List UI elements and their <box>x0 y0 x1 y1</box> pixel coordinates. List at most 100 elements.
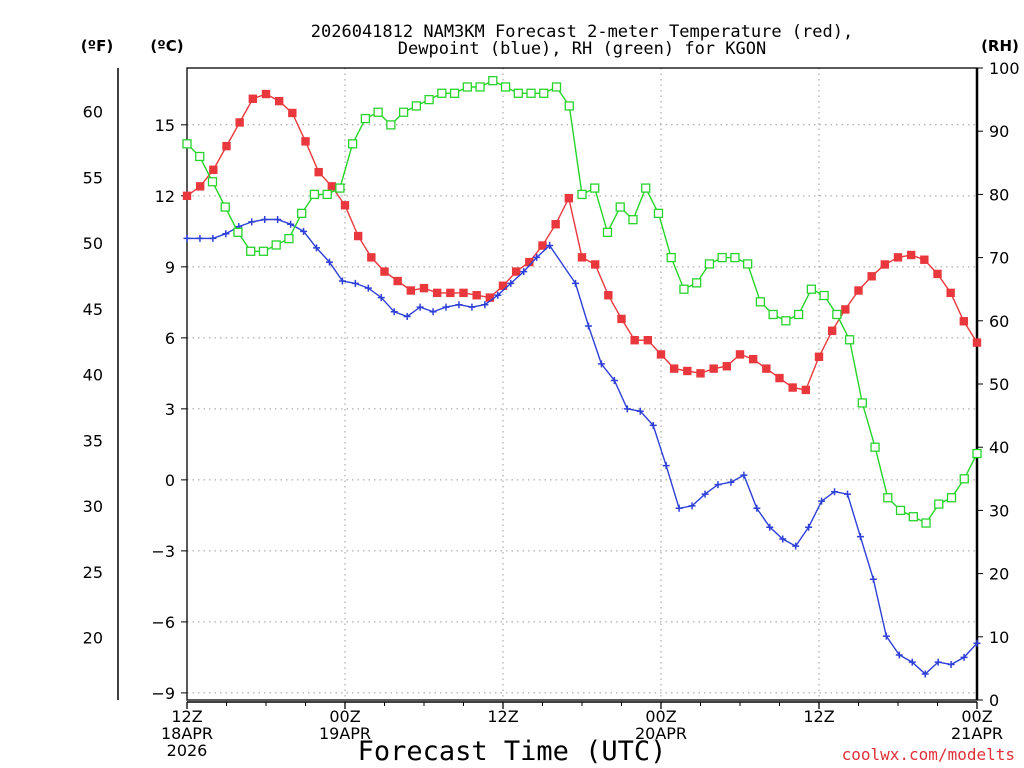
dewpoint-point <box>416 303 424 311</box>
2-meter-temperature-point <box>446 288 455 298</box>
rh-point <box>679 284 689 294</box>
2-meter-temperature-point <box>577 253 587 262</box>
2-meter-temperature-point <box>683 366 692 376</box>
2-meter-temperature-point <box>393 276 402 286</box>
x-tick-label: 20APR <box>635 724 687 743</box>
fahrenheit-tick-label: 30 <box>83 497 103 516</box>
rh-point <box>258 246 269 256</box>
2-meter-temperature-point <box>235 118 244 127</box>
rh-point <box>806 284 817 294</box>
2-meter-temperature-point <box>380 267 389 276</box>
rh-point <box>526 88 536 98</box>
2-meter-temperature-point <box>893 253 903 262</box>
fahrenheit-tick-label: 20 <box>83 629 103 648</box>
rh-point <box>730 252 740 263</box>
rh-point <box>781 316 791 326</box>
2-meter-temperature-point <box>288 108 297 118</box>
2-meter-temperature-point <box>327 182 337 191</box>
dewpoint-point <box>779 535 787 543</box>
dewpoint-point <box>455 301 463 309</box>
rh-point <box>972 448 982 459</box>
dewpoint-point <box>364 284 372 292</box>
rh-point <box>857 398 867 408</box>
fahrenheit-tick-label: 40 <box>83 366 103 385</box>
celsius-tick-label: 9 <box>165 258 175 277</box>
2-meter-temperature-point <box>933 269 942 279</box>
2-meter-temperature-point <box>182 191 192 201</box>
2-meter-temperature-point <box>709 364 718 373</box>
rh-point <box>360 113 371 124</box>
dewpoint-point <box>403 313 411 321</box>
rh-tick-label: 90 <box>989 122 1009 141</box>
dewpoint-point <box>520 268 528 276</box>
2-meter-temperature-point <box>538 241 547 250</box>
dewpoint-point <box>196 234 204 242</box>
2-meter-temperature-point <box>841 305 850 314</box>
dewpoint-point <box>714 481 722 489</box>
dewpoint-point <box>481 301 489 309</box>
celsius-tick-label: 0 <box>165 471 175 490</box>
2-meter-temperature-point <box>788 383 797 392</box>
dewpoint-point <box>649 421 657 429</box>
dewpoint-point <box>222 230 230 238</box>
dewpoint-point <box>753 504 761 512</box>
dewpoint-point <box>325 258 333 266</box>
dewpoint-point <box>584 322 592 330</box>
fahrenheit-tick-label: 35 <box>83 431 103 450</box>
2-meter-temperature-point <box>656 350 666 359</box>
x-tick-label: 12Z <box>171 707 202 726</box>
rh-point <box>704 259 715 269</box>
rh-point <box>895 505 906 516</box>
rh-point <box>335 183 345 193</box>
rh-tick-label: 30 <box>989 501 1009 520</box>
2-meter-temperature-point <box>827 326 837 335</box>
dewpoint-point <box>377 294 385 302</box>
2-meter-temperature-point <box>432 288 442 298</box>
dewpoint-point <box>701 490 709 498</box>
rh-point <box>870 442 880 452</box>
rh-point <box>564 101 574 111</box>
dewpoint-point <box>572 279 580 287</box>
x-tick-label: 00Z <box>329 707 360 726</box>
rh-point <box>424 94 434 105</box>
dewpoint-point <box>610 376 618 384</box>
dewpoint-point <box>921 670 929 678</box>
rh-point <box>615 202 625 212</box>
fahrenheit-tick-label: 45 <box>83 300 103 319</box>
2-meter-temperature-point <box>775 373 784 383</box>
2-meter-temperature-point <box>261 89 271 99</box>
tick-labels: −9 −6 −3 0 3 6 9 12 15 20 25 30 35 40 45 50 55 60 0 10 20 30 4… <box>83 59 1020 760</box>
2-meter-temperature-point <box>906 250 916 260</box>
celsius-tick-label: 3 <box>165 400 175 419</box>
2-meter-temperature-point <box>301 137 310 146</box>
2-meter-temperature-point <box>880 260 890 269</box>
rh-point <box>883 493 893 503</box>
dewpoint-point <box>805 523 813 531</box>
rh-point <box>220 202 230 212</box>
2-meter-temperature-point <box>222 141 231 151</box>
rh-point <box>488 75 498 86</box>
2-meter-temperature-point <box>748 354 758 364</box>
rh-point <box>207 177 218 187</box>
dewpoint-point <box>390 308 398 316</box>
rh-point <box>921 518 931 528</box>
rh-point <box>832 309 842 320</box>
celsius-tick-label: 15 <box>155 116 175 135</box>
fahrenheit-tick-label: 55 <box>83 168 103 187</box>
2-meter-temperature-point <box>551 220 560 229</box>
rh-point <box>946 493 957 503</box>
rh-unit-label: (RH) <box>981 37 1019 55</box>
dewpoint-point <box>740 471 748 479</box>
2-meter-temperature-point <box>972 338 982 347</box>
rh-point <box>551 82 562 92</box>
celsius-unit-label: (ºC) <box>150 37 183 55</box>
dewpoint-point <box>287 220 295 228</box>
dewpoint-point <box>300 227 308 235</box>
rh-point <box>908 512 918 522</box>
rh-point <box>934 499 944 509</box>
dewpoint-point <box>662 462 670 470</box>
dewpoint-point <box>934 658 942 666</box>
celsius-tick-label: −6 <box>151 613 175 632</box>
dewpoint-point <box>429 308 437 316</box>
